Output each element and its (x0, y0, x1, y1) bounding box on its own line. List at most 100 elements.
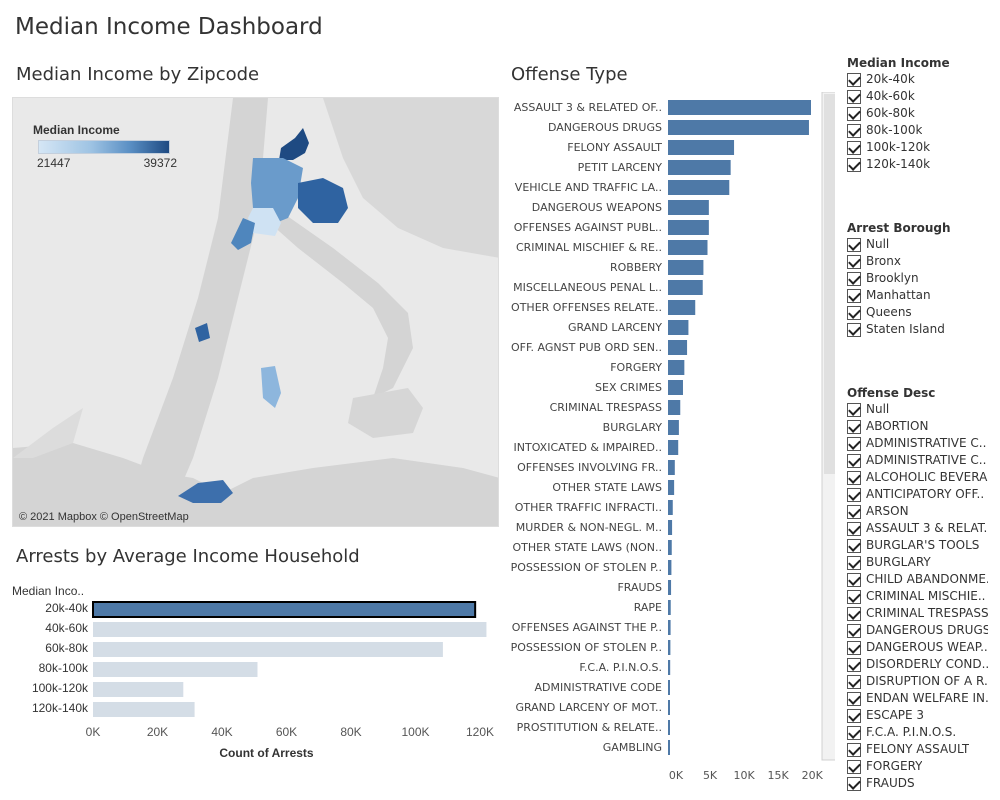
filter-option[interactable]: F.C.A. P.I.N.O.S. (847, 724, 988, 741)
filter-option[interactable]: CRIMINAL TRESPASS (847, 605, 988, 622)
offense-bar[interactable] (668, 560, 672, 575)
checkbox-checked-icon[interactable] (847, 606, 861, 621)
offense-bar[interactable] (668, 460, 675, 475)
offense-bar[interactable] (668, 200, 709, 215)
filter-option[interactable]: BURGLARY (847, 554, 988, 571)
offense-bar[interactable] (668, 360, 685, 375)
checkbox-checked-icon[interactable] (847, 589, 861, 604)
zip-area[interactable] (195, 323, 210, 342)
filter-option[interactable]: 100k-120k (847, 139, 950, 156)
offense-bar[interactable] (668, 340, 688, 355)
checkbox-checked-icon[interactable] (847, 322, 861, 337)
filter-option[interactable]: ABORTION (847, 418, 988, 435)
filter-option[interactable]: ASSAULT 3 & RELAT.. (847, 520, 988, 537)
offense-bar[interactable] (668, 180, 730, 195)
arrest-bar[interactable] (93, 622, 487, 637)
checkbox-checked-icon[interactable] (847, 708, 861, 723)
checkbox-checked-icon[interactable] (847, 776, 861, 791)
checkbox-checked-icon[interactable] (847, 470, 861, 485)
offense-bar[interactable] (668, 260, 704, 275)
filter-option[interactable]: Brooklyn (847, 270, 951, 287)
filter-option[interactable]: 120k-140k (847, 156, 950, 173)
map-canvas[interactable] (13, 98, 499, 527)
filter-option[interactable]: Queens (847, 304, 951, 321)
filter-option[interactable]: Bronx (847, 253, 951, 270)
filter-option[interactable]: ESCAPE 3 (847, 707, 988, 724)
offense-bar[interactable] (668, 680, 670, 695)
checkbox-checked-icon[interactable] (847, 123, 861, 138)
offense-bar[interactable] (668, 740, 670, 755)
filter-option[interactable]: FRAUDS (847, 775, 988, 792)
offense-bar[interactable] (668, 140, 735, 155)
filter-option[interactable]: ADMINISTRATIVE C.. (847, 452, 988, 469)
filter-option[interactable]: ENDAN WELFARE IN.. (847, 690, 988, 707)
zip-area[interactable] (279, 128, 309, 160)
checkbox-checked-icon[interactable] (847, 521, 861, 536)
checkbox-checked-icon[interactable] (847, 623, 861, 638)
offense-bar[interactable] (668, 700, 670, 715)
checkbox-checked-icon[interactable] (847, 106, 861, 121)
offense-scrollbar-thumb[interactable] (824, 94, 836, 474)
filter-option[interactable]: Null (847, 236, 951, 253)
offense-bar[interactable] (668, 220, 709, 235)
offense-bar[interactable] (668, 520, 673, 535)
arrest-bar[interactable] (93, 662, 258, 677)
offense-bar[interactable] (668, 380, 683, 395)
offense-bar[interactable] (668, 280, 703, 295)
filter-option[interactable]: DISRUPTION OF A R.. (847, 673, 988, 690)
offense-bar[interactable] (668, 620, 671, 635)
checkbox-checked-icon[interactable] (847, 89, 861, 104)
filter-option[interactable]: CRIMINAL MISCHIE.. (847, 588, 988, 605)
checkbox-checked-icon[interactable] (847, 759, 861, 774)
filter-option[interactable]: FELONY ASSAULT (847, 741, 988, 758)
arrests-chart[interactable]: Median Inco.. 20k-40k 40k-60k 60k-80k 80k-10… (8, 578, 500, 768)
filter-option[interactable]: DISORDERLY COND.. (847, 656, 988, 673)
filter-option[interactable]: ANTICIPATORY OFF.. (847, 486, 988, 503)
checkbox-checked-icon[interactable] (847, 305, 861, 320)
offense-bar[interactable] (668, 720, 670, 735)
offense-bar[interactable] (668, 440, 679, 455)
offense-bar[interactable] (668, 400, 681, 415)
zip-area[interactable] (298, 178, 348, 223)
offense-bar[interactable] (668, 640, 671, 655)
checkbox-checked-icon[interactable] (847, 254, 861, 269)
offense-bar[interactable] (668, 100, 811, 115)
checkbox-checked-icon[interactable] (847, 657, 861, 672)
arrest-bar[interactable] (93, 682, 184, 697)
arrests-chart-svg[interactable]: Median Inco.. 20k-40k 40k-60k 60k-80k 80k-10… (8, 578, 500, 768)
checkbox-checked-icon[interactable] (847, 674, 861, 689)
filter-option[interactable]: 40k-60k (847, 88, 950, 105)
checkbox-checked-icon[interactable] (847, 453, 861, 468)
offense-bar[interactable] (668, 580, 672, 595)
checkbox-checked-icon[interactable] (847, 419, 861, 434)
filter-option[interactable]: Null (847, 401, 988, 418)
filter-option[interactable]: ADMINISTRATIVE C.. (847, 435, 988, 452)
checkbox-checked-icon[interactable] (847, 555, 861, 570)
checkbox-checked-icon[interactable] (847, 402, 861, 417)
offense-bar[interactable] (668, 660, 671, 675)
zip-area[interactable] (178, 480, 233, 503)
filter-option[interactable]: BURGLAR'S TOOLS (847, 537, 988, 554)
filter-option[interactable]: 80k-100k (847, 122, 950, 139)
checkbox-checked-icon[interactable] (847, 572, 861, 587)
map-attribution[interactable]: © 2021 Mapbox © OpenStreetMap (19, 511, 189, 523)
checkbox-checked-icon[interactable] (847, 271, 861, 286)
checkbox-checked-icon[interactable] (847, 72, 861, 87)
offense-bar[interactable] (668, 320, 689, 335)
filter-option[interactable]: ALCOHOLIC BEVERA.. (847, 469, 988, 486)
offense-bar[interactable] (668, 160, 731, 175)
checkbox-checked-icon[interactable] (847, 504, 861, 519)
checkbox-checked-icon[interactable] (847, 538, 861, 553)
checkbox-checked-icon[interactable] (847, 640, 861, 655)
offense-chart[interactable]: ASSAULT 3 & RELATED OF.. DANGEROUS DRUGS F… (505, 91, 839, 792)
checkbox-checked-icon[interactable] (847, 288, 861, 303)
checkbox-checked-icon[interactable] (847, 140, 861, 155)
checkbox-checked-icon[interactable] (847, 436, 861, 451)
offense-bar[interactable] (668, 540, 672, 555)
filter-option[interactable]: 60k-80k (847, 105, 950, 122)
filter-option[interactable]: CHILD ABANDONME.. (847, 571, 988, 588)
arrest-bar[interactable] (93, 702, 195, 717)
checkbox-checked-icon[interactable] (847, 742, 861, 757)
checkbox-checked-icon[interactable] (847, 487, 861, 502)
zip-area[interactable] (231, 218, 255, 250)
